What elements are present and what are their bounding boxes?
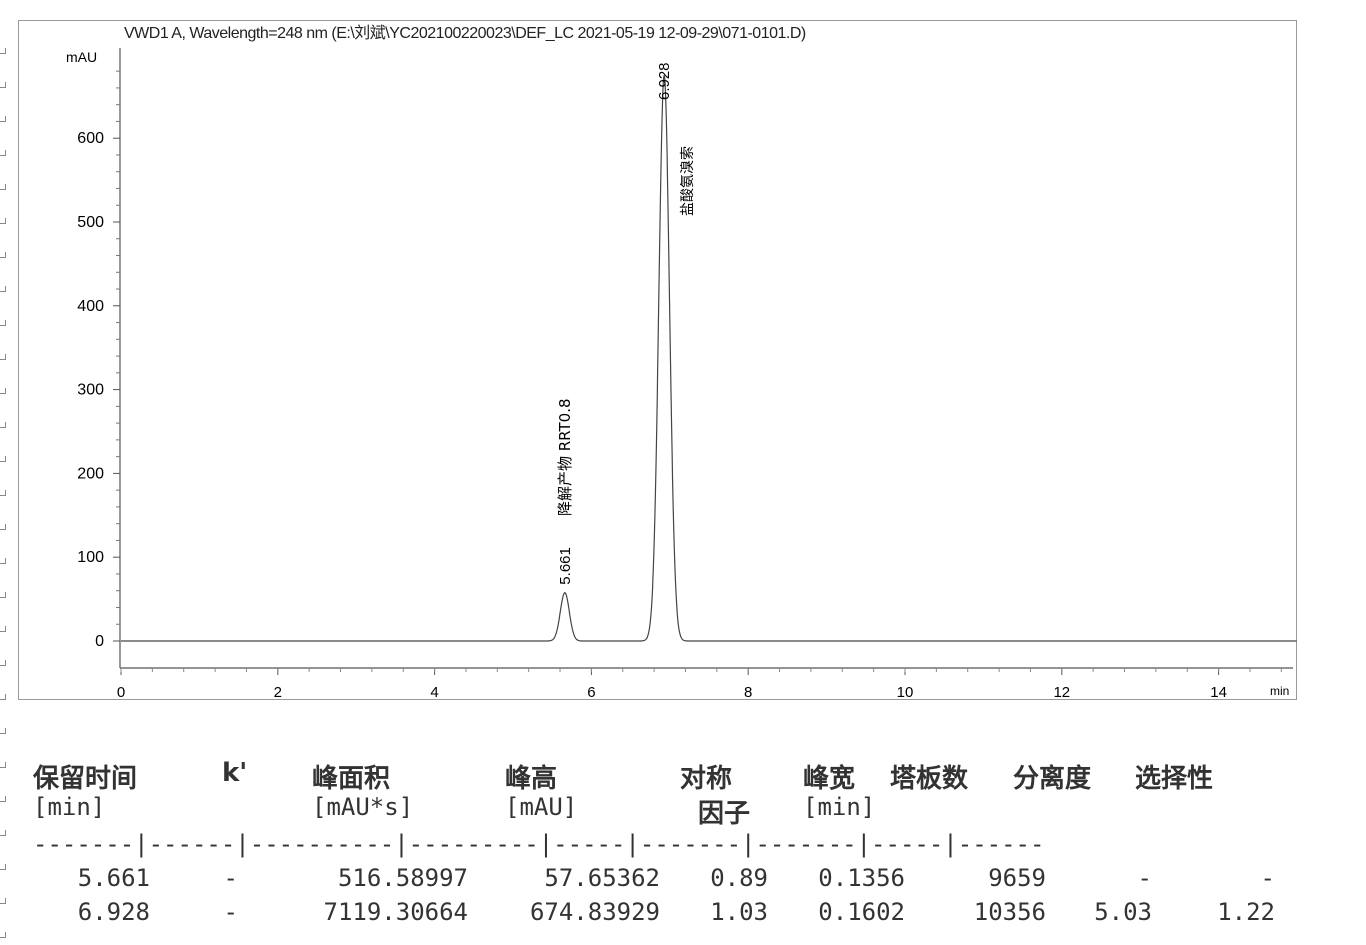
left-margin-marks [0,0,6,945]
chromatogram-trace [121,74,1297,642]
column-header: 峰面积 [312,764,391,794]
table-cell: 7119.30664 [323,898,469,926]
column-header: 峰高 [505,764,558,794]
x-tick-label: 10 [897,684,914,701]
table-cell: 5.661 [77,864,150,892]
table-cell: 0.89 [710,864,768,892]
x-tick-label: 4 [430,684,438,701]
peak-rt-label: 6.928 [656,62,673,100]
column-header: 选择性 [1135,764,1214,794]
column-header-unit: [mAU] [505,793,578,821]
margin-mark [0,354,6,360]
margin-mark [0,762,6,768]
table-cell: 9659 [988,864,1046,892]
chart-title: VWD1 A, Wavelength=248 nm (E:\刘斌\YC20210… [124,25,806,42]
table-cell: 516.58997 [337,864,468,892]
column-header: 保留时间 [33,764,138,794]
column-header-unit: 因子 [698,799,751,829]
column-header: 分离度 [1013,764,1092,794]
margin-mark [0,524,6,530]
y-tick-label: 600 [77,130,104,147]
margin-mark [0,388,6,394]
margin-mark [0,320,6,326]
margin-mark [0,150,6,156]
y-tick-label: 500 [77,214,104,231]
x-tick-label: 8 [744,684,752,701]
table-cell: - [223,898,238,926]
table-cell: 1.03 [710,898,768,926]
margin-mark [0,82,6,88]
margin-mark [0,694,6,700]
margin-mark [0,184,6,190]
margin-mark [0,864,6,870]
table-cell: 0.1602 [818,898,905,926]
margin-mark [0,796,6,802]
x-tick-label: 6 [587,684,595,701]
peak-name-label: 降解产物 RRT0.8 [556,398,574,516]
chart-frame [18,20,1297,700]
margin-mark [0,898,6,904]
column-header-unit: [mAU*s] [312,793,414,821]
x-tick-label: 12 [1053,684,1070,701]
table-cell: - [1260,864,1275,892]
table-cell: 1.22 [1217,898,1275,926]
y-tick-label: 300 [77,382,104,399]
margin-mark [0,558,6,564]
table-cell: 57.65362 [544,864,660,892]
margin-mark [0,626,6,632]
column-header: 峰宽 [803,764,856,794]
margin-mark [0,490,6,496]
margin-mark [0,422,6,428]
table-cell: - [1137,864,1152,892]
x-tick-label: 2 [274,684,282,701]
margin-mark [0,660,6,666]
x-tick-label: 14 [1210,684,1227,701]
column-header: k' [222,758,248,788]
peak-name-label: 盐酸氨溴索 [679,146,696,216]
column-header-unit: [min] [33,793,106,821]
margin-mark [0,932,6,938]
margin-mark [0,252,6,258]
x-axis-label: min [1270,684,1289,698]
margin-mark [0,116,6,122]
y-tick-label: 100 [77,549,104,566]
table-cell: 0.1356 [818,864,905,892]
x-tick-label: 0 [117,684,125,701]
table-cell: - [223,864,238,892]
margin-mark [0,48,6,54]
y-axis-label: mAU [66,49,97,65]
column-header: 对称 [680,764,733,794]
column-header: 塔板数 [890,764,969,794]
chromatogram: mAU min 0 100 200 300 400 500 600 0 2 4 6 8 10 12 14 5.66… [66,48,1297,701]
margin-mark [0,728,6,734]
y-tick-label: 0 [95,633,104,650]
table-separator: -------|------|----------|---------|----… [33,830,1045,858]
peak-rt-label: 5.661 [557,547,574,585]
margin-mark [0,286,6,292]
column-header-unit: [min] [803,793,876,821]
table-cell: 10356 [973,898,1046,926]
table-cell: 674.83929 [529,898,660,926]
table-cell: 5.03 [1094,898,1152,926]
margin-mark [0,218,6,224]
y-tick-label: 200 [77,465,104,482]
table-cell: 6.928 [77,898,150,926]
margin-mark [0,830,6,836]
margin-mark [0,592,6,598]
margin-mark [0,456,6,462]
y-tick-label: 400 [77,298,104,315]
